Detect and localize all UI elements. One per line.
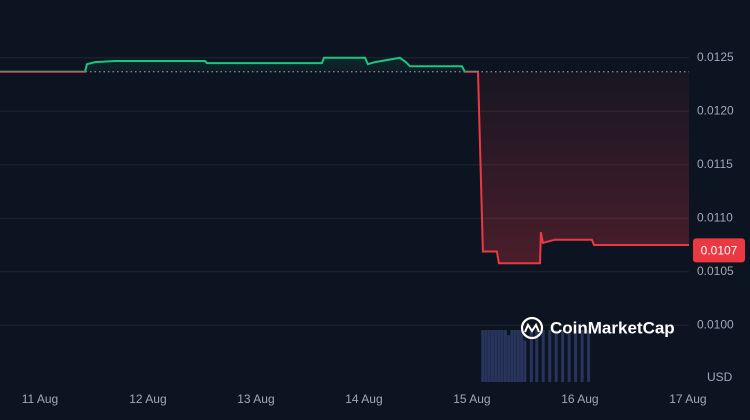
currency-label: USD [707, 370, 733, 384]
x-tick-label: 14 Aug [345, 392, 382, 406]
price-area [0, 57, 689, 264]
volume-bar [490, 330, 494, 382]
volume-bar [510, 330, 514, 382]
watermark-text: CoinMarketCap [550, 318, 675, 337]
y-tick-label: 0.0100 [697, 317, 734, 331]
volume-bar [587, 330, 591, 382]
volume-bar [494, 330, 498, 382]
volume-bar [487, 330, 491, 382]
y-tick-label: 0.0105 [697, 264, 734, 278]
volume-bar [481, 330, 485, 382]
volume-bar [497, 330, 501, 382]
x-tick-label: 15 Aug [453, 392, 490, 406]
volume-bar [513, 330, 517, 382]
last-price-box [693, 238, 745, 263]
volume-bar [520, 330, 524, 382]
volume-bar [484, 330, 488, 382]
y-tick-label: 0.0115 [697, 157, 733, 171]
volume-bar [535, 330, 539, 382]
price-line [0, 56, 689, 265]
volume-bar [554, 330, 558, 382]
last-price-label: 0.0107 [701, 244, 738, 258]
volume-bar [503, 330, 507, 382]
volume-bar [567, 330, 571, 382]
volume-bar [548, 330, 552, 382]
x-tick-label: 12 Aug [129, 392, 166, 406]
volume-bar [516, 330, 520, 382]
x-tick-label: 13 Aug [237, 392, 274, 406]
volume-bar [507, 335, 511, 382]
volume-bar [500, 330, 504, 382]
y-tick-label: 0.0125 [697, 50, 734, 64]
x-tick-label: 11 Aug [22, 392, 58, 406]
x-tick-label: 16 Aug [561, 392, 598, 406]
y-tick-label: 0.0120 [697, 103, 734, 117]
volume-bar [580, 330, 584, 382]
volume-bar [529, 330, 533, 382]
watermark: CoinMarketCap [520, 316, 675, 340]
volume-bar [574, 330, 578, 382]
volume-bar [561, 330, 565, 382]
volume-bar [523, 340, 527, 382]
volume-bar [541, 330, 545, 382]
y-tick-label: 0.0110 [697, 210, 733, 224]
watermark-logo-wave [524, 322, 540, 333]
x-tick-label: 17 Aug [669, 392, 706, 406]
watermark-logo [520, 316, 544, 340]
